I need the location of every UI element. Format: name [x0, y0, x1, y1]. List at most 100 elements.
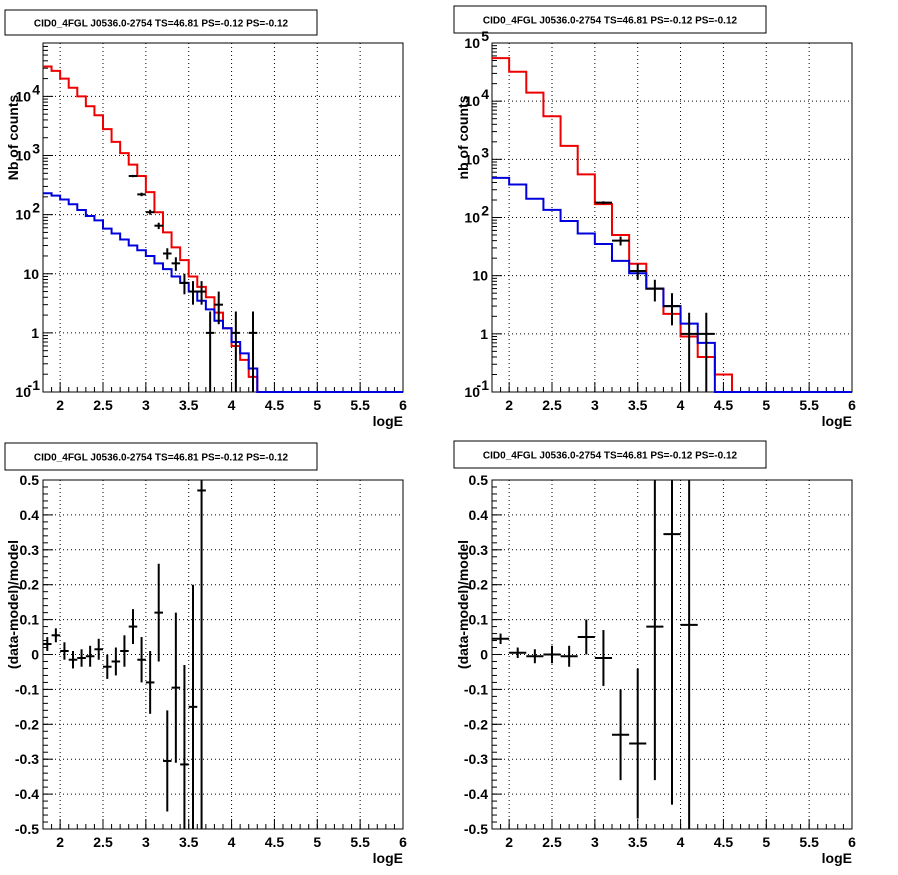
y-tick-label: 10 — [15, 148, 31, 164]
x-tick-label: 2 — [56, 834, 64, 850]
x-tick-label: 3 — [142, 397, 150, 413]
y-tick-label: 10 — [15, 88, 31, 104]
data-point — [197, 480, 206, 829]
y-tick-label: 0.2 — [20, 577, 40, 593]
x-tick-label: 6 — [848, 834, 856, 850]
chart-title: CID0_4FGL J0536.0-2754 TS=46.81 PS=-0.12… — [4, 442, 318, 471]
y-tick-label: -0.1 — [464, 681, 488, 697]
title-box — [4, 442, 318, 471]
data-point — [154, 563, 163, 662]
y-tick-exponent: 3 — [481, 144, 489, 160]
chart-title: CID0_4FGL J0536.0-2754 TS=46.81 PS=-0.12… — [453, 5, 767, 34]
title-text: CID0_4FGL J0536.0-2754 TS=46.81 PS=-0.12… — [34, 19, 289, 30]
data-point — [697, 312, 715, 392]
data-point — [137, 637, 146, 683]
data-point — [197, 281, 206, 305]
x-tick-label: 3.5 — [628, 834, 648, 850]
y-tick-label: 10 — [15, 384, 31, 400]
x-tick-label: 5.5 — [799, 834, 819, 850]
chart-title: CID0_4FGL J0536.0-2754 TS=46.81 PS=-0.12… — [4, 9, 318, 36]
y-tick-label: 10 — [464, 151, 480, 167]
chart-panel-3: CID0_4FGL J0536.0-2754 TS=46.81 PS=-0.12… — [4, 442, 407, 866]
y-tick-exponent: 2 — [32, 200, 40, 216]
y-tick-label: 0.4 — [469, 507, 489, 523]
data-point — [163, 248, 172, 260]
y-tick-label: -0.4 — [15, 786, 39, 802]
data-point — [180, 664, 189, 829]
data-points — [43, 480, 206, 829]
x-tick-label: 2.5 — [542, 834, 562, 850]
x-axis-label: logE — [373, 850, 403, 866]
y-tick-label: 0.5 — [469, 472, 489, 488]
data-point — [128, 174, 138, 178]
data-point — [103, 654, 112, 679]
data-point — [594, 630, 612, 686]
y-tick-label: 0.3 — [469, 542, 489, 558]
data-point — [526, 649, 544, 664]
data-point — [145, 209, 155, 215]
y-tick-label: -0.2 — [464, 716, 488, 732]
data-point — [509, 647, 527, 658]
plot-frame — [42, 42, 404, 393]
title-text: CID0_4FGL J0536.0-2754 TS=46.81 PS=-0.12… — [483, 16, 738, 27]
y-axis-label: (data-model)/model — [455, 540, 471, 669]
data-point — [231, 311, 241, 392]
data-point — [248, 311, 258, 392]
y-tick-label: 10 — [464, 93, 480, 109]
data-point — [120, 635, 129, 667]
x-tick-label: 3.5 — [179, 397, 199, 413]
x-tick-label: 3.5 — [628, 397, 648, 413]
series-blue-histogram — [43, 192, 403, 393]
x-tick-label: 2.5 — [93, 397, 113, 413]
y-tick-exponent: -1 — [477, 377, 490, 393]
data-point — [629, 263, 647, 280]
data-point — [51, 628, 61, 643]
data-point — [154, 222, 163, 230]
x-tick-label: 4.5 — [265, 834, 285, 850]
data-point — [214, 291, 223, 325]
x-tick-label: 2.5 — [93, 834, 113, 850]
y-tick-exponent: 4 — [481, 86, 489, 102]
x-tick-label: 2 — [505, 834, 513, 850]
data-point — [43, 637, 52, 652]
data-point — [543, 645, 561, 664]
x-tick-label: 4 — [228, 834, 236, 850]
data-point — [137, 192, 146, 197]
chart-panel-4: CID0_4FGL J0536.0-2754 TS=46.81 PS=-0.12… — [453, 440, 856, 866]
data-point — [94, 638, 103, 660]
x-tick-label: 5.5 — [799, 397, 819, 413]
chart-panel-1: CID0_4FGL J0536.0-2754 TS=46.81 PS=-0.12… — [4, 9, 407, 429]
data-point — [646, 279, 664, 302]
y-tick-exponent: -1 — [28, 377, 41, 393]
x-tick-label: 2.5 — [542, 397, 562, 413]
data-point — [171, 257, 181, 271]
title-text: CID0_4FGL J0536.0-2754 TS=46.81 PS=-0.12… — [34, 453, 289, 464]
y-tick-label: 0.5 — [20, 472, 40, 488]
data-point — [60, 642, 69, 660]
data-point — [188, 584, 198, 829]
y-tick-label: 10 — [464, 384, 480, 400]
x-axis-label: logE — [822, 850, 852, 866]
x-tick-label: 5 — [762, 397, 770, 413]
x-tick-label: 4 — [228, 397, 236, 413]
x-tick-label: 3 — [591, 834, 599, 850]
x-tick-label: 4.5 — [265, 397, 285, 413]
y-tick-label: 0.1 — [20, 612, 40, 628]
y-axis-label: (data-model)/model — [5, 540, 21, 669]
data-point — [663, 293, 681, 326]
y-tick-label: -0.2 — [15, 716, 39, 732]
x-tick-label: 3 — [142, 834, 150, 850]
data-point — [163, 710, 172, 812]
y-tick-label: 0.3 — [20, 542, 40, 558]
y-axis-label: Nb of counts — [5, 95, 21, 181]
chart-title: CID0_4FGL J0536.0-2754 TS=46.81 PS=-0.12… — [453, 440, 767, 469]
y-tick-label: 10 — [464, 210, 480, 226]
data-points — [492, 480, 698, 829]
data-point — [594, 201, 612, 205]
data-point — [180, 273, 189, 295]
title-text: CID0_4FGL J0536.0-2754 TS=46.81 PS=-0.12… — [483, 451, 738, 462]
x-tick-label: 3 — [591, 397, 599, 413]
